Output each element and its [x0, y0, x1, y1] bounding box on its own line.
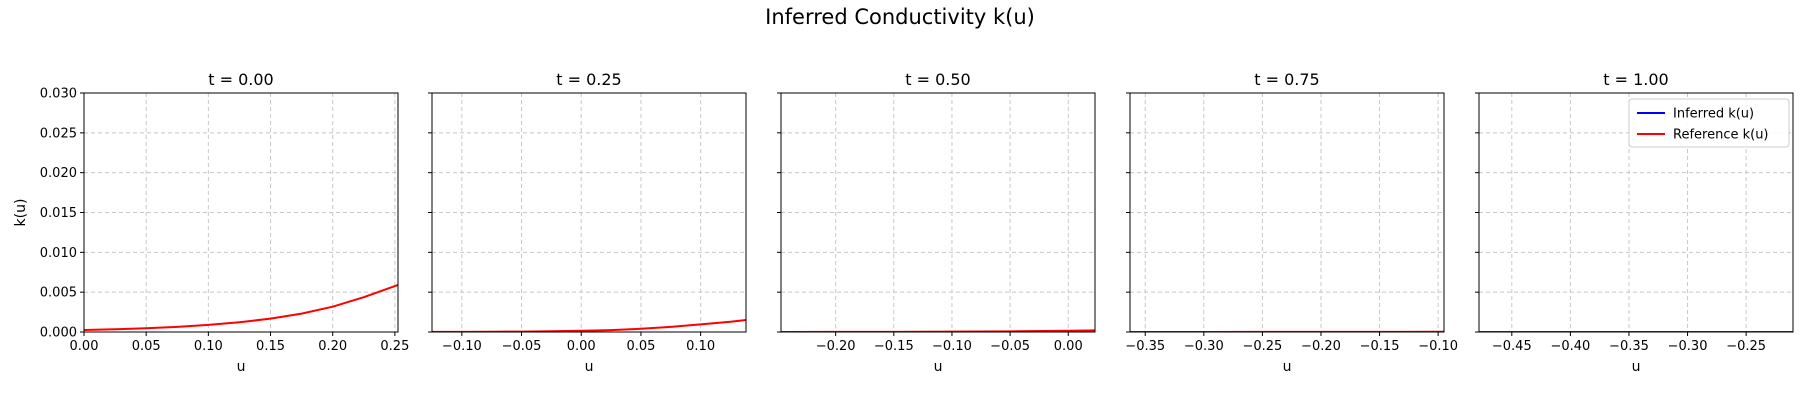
- x-tick-label: 0.20: [318, 339, 347, 354]
- x-tick-label: −0.15: [874, 339, 914, 354]
- x-tick-label: −0.05: [502, 339, 542, 354]
- x-tick-label: −0.30: [1668, 339, 1708, 354]
- x-tick-label: 0.00: [567, 339, 596, 354]
- subplot-4: −0.45 −0.40 −0.35 −0.30 −0.25 t = 1.00 u Inferr…: [1475, 70, 1794, 375]
- figure-title: Inferred Conductivity k(u): [765, 5, 1035, 29]
- x-tick-label: 0.00: [1054, 339, 1083, 354]
- subplot-0: 0.00 0.05 0.10 0.15 0.20 0.25 0.000 0.005 0.010 0…: [13, 70, 409, 375]
- y-axis-label: k(u): [13, 199, 29, 227]
- x-tick-label: −0.40: [1550, 339, 1590, 354]
- x-tick-label: 0.05: [132, 339, 161, 354]
- legend-label: Reference k(u): [1673, 128, 1769, 143]
- x-tick-label: 0.25: [380, 339, 409, 354]
- x-tick-label: −0.10: [442, 339, 482, 354]
- y-tick-label: 0.000: [40, 326, 77, 341]
- x-axis-label: u: [1632, 359, 1641, 375]
- x-tick-label: −0.20: [816, 339, 856, 354]
- subplot-title: t = 1.00: [1603, 70, 1668, 89]
- x-tick-label: −0.35: [1609, 339, 1649, 354]
- subplot-1: −0.10 −0.05 0.00 0.05 0.10 t = 0.25 u: [428, 70, 747, 375]
- y-tick-label: 0.005: [40, 286, 77, 301]
- series-line-reference: [84, 284, 398, 332]
- legend-label: Inferred k(u): [1673, 107, 1754, 122]
- x-axis-label: u: [934, 359, 943, 375]
- series-line-reference: [432, 319, 746, 332]
- x-tick-label: −0.20: [1301, 339, 1341, 354]
- legend-box: [1628, 98, 1790, 148]
- x-tick-label: 0.05: [626, 339, 655, 354]
- x-axis-label: u: [1283, 359, 1292, 375]
- x-tick-label: −0.35: [1125, 339, 1165, 354]
- x-axis-label: u: [237, 359, 246, 375]
- y-tick-label: 0.030: [40, 87, 77, 102]
- subplot-title: t = 0.50: [905, 70, 970, 89]
- y-tick-label: 0.020: [40, 166, 77, 181]
- x-tick-label: −0.10: [932, 339, 972, 354]
- subplot-3: −0.35 −0.30 −0.25 −0.20 −0.15 −0.10 t = 0.75 u: [1125, 70, 1458, 375]
- subplot-title: t = 0.25: [556, 70, 621, 89]
- y-tick-label: 0.015: [40, 206, 77, 221]
- subplot-2: −0.20 −0.15 −0.10 −0.05 0.00 t = 0.50 u: [777, 70, 1096, 375]
- x-tick-label: 0.15: [256, 339, 285, 354]
- x-tick-label: −0.45: [1492, 339, 1532, 354]
- x-tick-label: −0.15: [1360, 339, 1400, 354]
- x-tick-label: −0.25: [1726, 339, 1766, 354]
- x-tick-label: 0.10: [686, 339, 715, 354]
- x-tick-label: −0.05: [990, 339, 1030, 354]
- x-tick-label: 0.00: [70, 339, 99, 354]
- subplot-title: t = 0.00: [208, 70, 273, 89]
- y-tick-label: 0.025: [40, 126, 77, 141]
- x-tick-label: 0.10: [194, 339, 223, 354]
- y-tick-label: 0.010: [40, 246, 77, 261]
- x-tick-label: −0.30: [1184, 339, 1224, 354]
- x-tick-label: −0.10: [1418, 339, 1458, 354]
- legend: Inferred k(u) Reference k(u): [1628, 98, 1790, 148]
- x-tick-label: −0.25: [1242, 339, 1282, 354]
- subplot-title: t = 0.75: [1254, 70, 1319, 89]
- x-axis-label: u: [585, 359, 594, 375]
